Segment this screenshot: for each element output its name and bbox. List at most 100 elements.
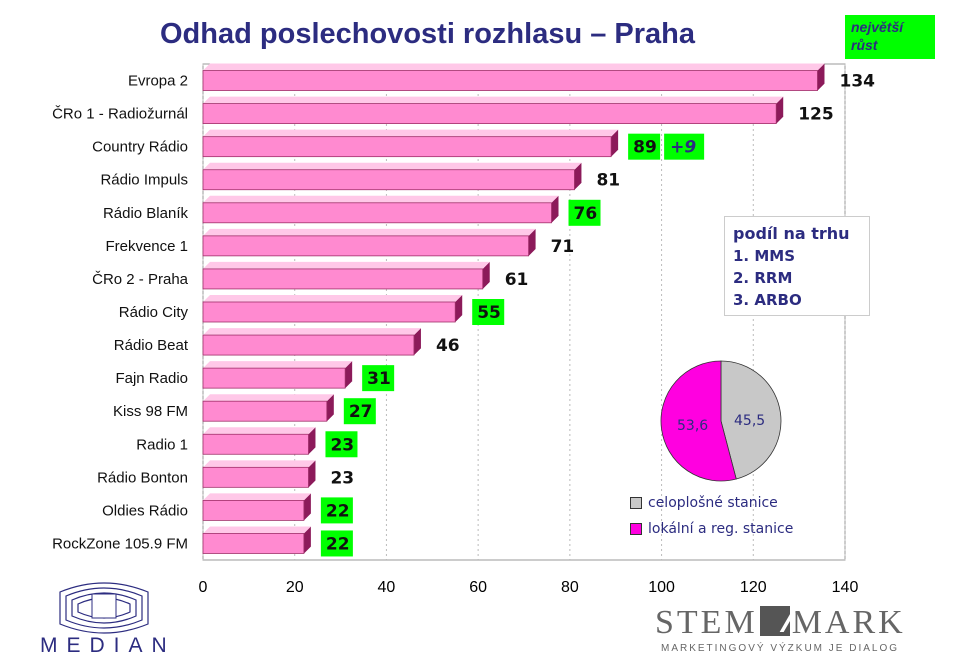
market-share-box: podíl na trhu 1. MMS 2. RRM 3. ARBO: [724, 216, 870, 316]
x-tick-label: 0: [199, 579, 208, 596]
category-label: ČRo 2 - Praha: [92, 271, 189, 288]
value-label: 81: [596, 171, 620, 191]
pie-slice: [660, 360, 737, 482]
category-label: Kiss 98 FM: [113, 403, 188, 420]
bar-side: [776, 96, 784, 124]
stemmark-tagline: MARKETINGOVÝ VÝZKUM JE DIALOG: [660, 643, 900, 654]
legend-swatch-local: [630, 523, 642, 535]
bar: [202, 334, 415, 356]
x-tick-label: 60: [469, 579, 487, 596]
category-label: Country Rádio: [92, 139, 188, 156]
bar-side: [528, 228, 536, 256]
stemmark-mark-icon: [759, 606, 790, 636]
legend-label-national: celoplošné stanice: [648, 495, 778, 511]
value-label-highlight: [320, 497, 353, 524]
value-label: 22: [326, 501, 350, 521]
x-tick-labels: 0 20 40 60 80 100 120 140: [199, 579, 859, 596]
bar: [202, 268, 484, 290]
legend-item-national: celoplošné stanice: [630, 490, 793, 516]
pie-slice-label: 45,5: [734, 413, 765, 429]
pie-slice-label: 53,6: [677, 418, 708, 434]
x-tick-label: 100: [648, 579, 675, 596]
bar: [202, 70, 818, 91]
bar-top: [203, 427, 316, 435]
value-label-highlight: [472, 299, 505, 325]
bar-top: [203, 129, 619, 137]
value-label: 22: [326, 534, 350, 554]
bar: [202, 367, 346, 389]
bar-side: [482, 261, 490, 289]
value-label: 61: [505, 270, 529, 290]
value-label: 71: [551, 237, 575, 257]
bar-side: [303, 493, 311, 521]
category-labels: Evropa 2 ČRo 1 - Radiožurnál Country Rádio…: [52, 73, 189, 553]
growth-annotation: +9: [670, 138, 696, 158]
stemmark-logo: STEM MARK: [655, 604, 905, 642]
bar-side: [303, 526, 311, 554]
stemmark-logo-left: STEM: [655, 604, 758, 641]
bar: [202, 433, 309, 455]
pie-chart: 53,6 45,5: [660, 360, 782, 482]
bar: [202, 202, 552, 224]
legend-label-local: lokální a reg. stanice: [648, 521, 794, 537]
bar-top: [203, 162, 582, 170]
value-label: 125: [798, 105, 834, 125]
bar-side: [308, 427, 316, 455]
value-label: 76: [574, 204, 598, 224]
market-share-item: 3. ARBO: [733, 291, 802, 309]
category-label: Rádio Beat: [114, 337, 189, 354]
value-label: 89: [633, 138, 657, 158]
market-share-item: 1. MMS: [733, 247, 796, 265]
pie-slice: [720, 360, 782, 480]
growth-badge: největší růst: [845, 15, 935, 59]
value-label: 46: [436, 336, 460, 356]
chart-title: Odhad poslechovosti rozhlasu – Praha: [160, 18, 696, 50]
bar: [202, 301, 456, 323]
legend-swatch-national: [630, 497, 642, 509]
bar-top: [203, 361, 353, 369]
bar-top: [203, 493, 311, 501]
x-tick-label: 140: [832, 579, 859, 596]
value-label: 55: [477, 303, 501, 323]
value-label: 23: [330, 468, 354, 488]
category-label: Rádio Bonton: [97, 469, 188, 486]
value-label-highlight: [568, 199, 601, 226]
bar-side: [574, 162, 582, 190]
value-label: 134: [839, 72, 875, 92]
bar-side: [345, 361, 353, 389]
bar: [202, 533, 305, 554]
bar-top: [203, 96, 784, 104]
bar: [202, 103, 777, 124]
market-share-item: 2. RRM: [733, 269, 793, 287]
bar-side: [308, 460, 316, 488]
category-label: Fajn Radio: [115, 370, 188, 387]
value-label-highlight: [325, 431, 358, 458]
category-label: Rádio City: [119, 304, 189, 321]
legend-item-local: lokální a reg. stanice: [630, 516, 793, 542]
growth-annotation-bg: [664, 133, 705, 160]
category-label: Evropa 2: [128, 73, 188, 90]
bar-top: [203, 460, 316, 468]
category-label: Oldies Rádio: [102, 502, 188, 519]
category-label: Rádio Impuls: [100, 172, 188, 189]
stemmark-logo-right: MARK: [791, 604, 906, 641]
bar-side: [817, 63, 825, 91]
value-label-highlight: [320, 530, 353, 557]
x-tick-label: 20: [286, 579, 304, 596]
bar-top: [203, 63, 825, 71]
bar: [202, 466, 309, 488]
category-label: Radio 1: [136, 436, 188, 453]
bar-top: [203, 328, 421, 336]
category-label: RockZone 105.9 FM: [52, 535, 188, 552]
value-label: 27: [349, 402, 373, 422]
value-label-highlight: [362, 365, 395, 392]
bar-top: [203, 261, 490, 269]
x-tick-label: 40: [378, 579, 396, 596]
value-label-highlight: [628, 133, 661, 160]
bar-side: [611, 129, 619, 157]
category-label: Rádio Blaník: [103, 205, 189, 222]
value-label-highlight: [343, 398, 376, 425]
bar: [202, 169, 575, 191]
